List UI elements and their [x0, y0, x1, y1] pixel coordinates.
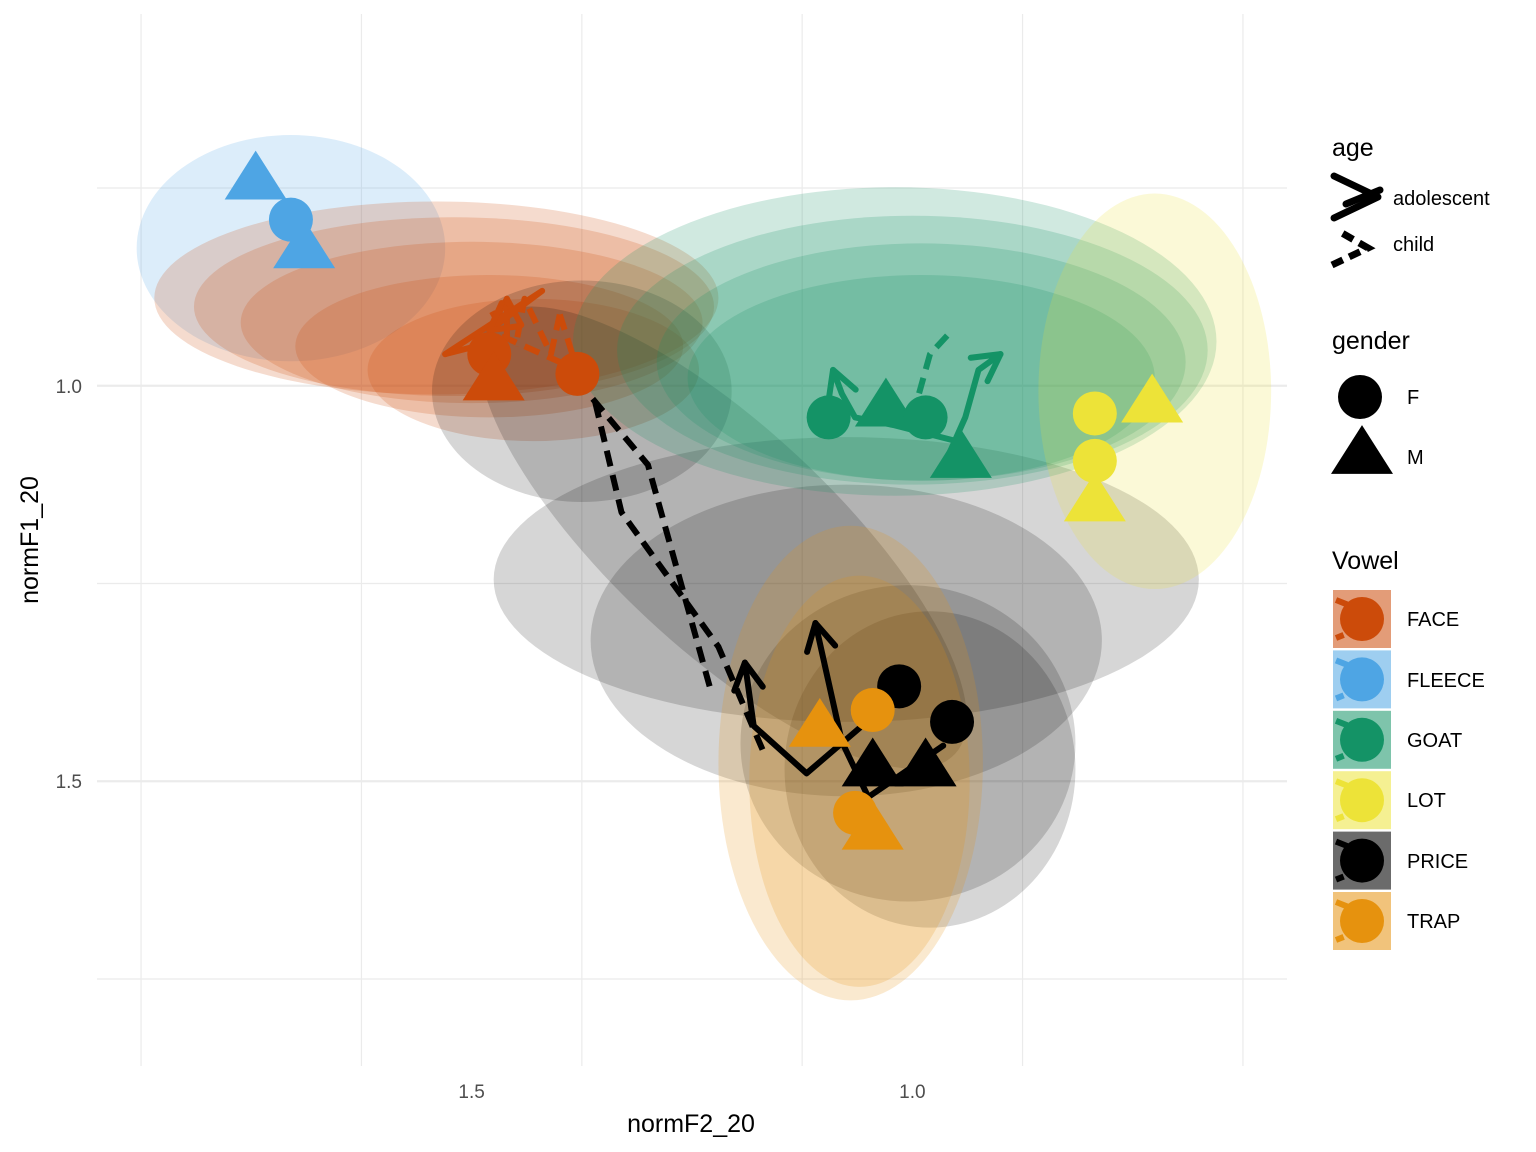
legend-label-child: child: [1393, 234, 1434, 256]
point-trap-f: [850, 688, 895, 733]
legend-label-GOAT: GOAT: [1407, 730, 1462, 752]
trajectory-price-adolescent: [741, 659, 907, 777]
legend-title-gender: gender: [1332, 327, 1410, 355]
legend-key-M: [1331, 425, 1393, 474]
legend-label-FLEECE: FLEECE: [1407, 670, 1485, 692]
legend-label-TRAP: TRAP: [1407, 911, 1460, 933]
point-goat-f: [806, 395, 851, 440]
ellipse-face: [367, 298, 700, 442]
point-price-f: [930, 699, 975, 744]
x-tick-label: 1.5: [458, 1082, 484, 1103]
legend-label-FACE: FACE: [1407, 609, 1459, 631]
point-lot-m: [1063, 472, 1126, 522]
point-goat-m: [854, 377, 917, 427]
legend-title-age: age: [1332, 134, 1374, 162]
legend-key-adolescent-stem: [1342, 186, 1384, 208]
trajectory-layer: [442, 287, 1004, 801]
legend-key-F: [1338, 375, 1382, 419]
legend-key-child: [1330, 229, 1376, 269]
point-fleece-m: [224, 150, 287, 200]
arrowhead-goat: [967, 351, 1004, 385]
tick-label-layer: 1.5 1.0 1.0 1.5: [56, 377, 926, 1103]
trajectory-price-child: [579, 383, 713, 688]
trajectory-goat-child: [909, 328, 955, 419]
point-trap-m: [788, 697, 851, 747]
arrowhead-goat: [825, 366, 859, 403]
legend-label-LOT: LOT: [1407, 790, 1446, 812]
arrowhead-price: [731, 659, 766, 694]
ellipse-goat: [573, 187, 1217, 496]
trajectory-face-adolescent: [442, 287, 546, 358]
ellipse-goat: [656, 243, 1186, 481]
point-face-m: [462, 351, 525, 401]
legend-label-adolescent: adolescent: [1393, 188, 1490, 210]
legend-swatch-point-fleece: [1340, 657, 1384, 702]
point-lot-f: [1072, 391, 1117, 436]
legend-vowel-keys: [1333, 590, 1393, 950]
ellipse-goat: [617, 215, 1208, 485]
y-tick-label: 1.5: [56, 772, 82, 793]
legend-swatch-point-goat: [1340, 717, 1384, 762]
point-lot-m: [1121, 373, 1184, 423]
legend-label-F: F: [1407, 387, 1419, 409]
legend-swatch-point-face: [1340, 597, 1384, 641]
ellipse-price: [493, 437, 1199, 722]
point-goat-f: [903, 395, 948, 440]
legend-key-adolescent: [1330, 172, 1382, 222]
legend-title-vowel: Vowel: [1332, 547, 1399, 575]
legend-label-M: M: [1407, 447, 1424, 469]
arrowhead-face: [486, 300, 522, 334]
legend-gender-keys: [1331, 375, 1393, 474]
legend-swatch-point-lot: [1340, 778, 1384, 823]
ellipse-price: [478, 306, 967, 769]
legend: age adolescent child gender F M Vowel FA…: [1330, 134, 1490, 950]
point-fleece-m: [273, 219, 336, 269]
point-layer: [224, 150, 1184, 850]
legend-swatch-point-price: [1340, 838, 1384, 883]
grid-layer: [97, 14, 1287, 1066]
point-trap-m: [841, 800, 904, 850]
point-lot-f: [1072, 438, 1117, 483]
point-price-m: [841, 737, 904, 787]
trajectory-price-child: [592, 400, 766, 751]
legend-age-keys: [1330, 172, 1384, 269]
legend-swatch-point-trap: [1340, 899, 1384, 943]
point-face-f: [555, 351, 600, 396]
point-price-m: [894, 737, 957, 787]
point-goat-m: [929, 429, 992, 478]
ellipse-price: [590, 484, 1102, 797]
y-axis-title: normF1_20: [16, 476, 44, 604]
legend-label-PRICE: PRICE: [1407, 851, 1468, 873]
x-tick-label: 1.0: [899, 1082, 925, 1103]
y-tick-label: 1.0: [56, 377, 82, 398]
x-axis-title: normF2_20: [627, 1110, 755, 1138]
arrowhead-price: [804, 620, 839, 655]
